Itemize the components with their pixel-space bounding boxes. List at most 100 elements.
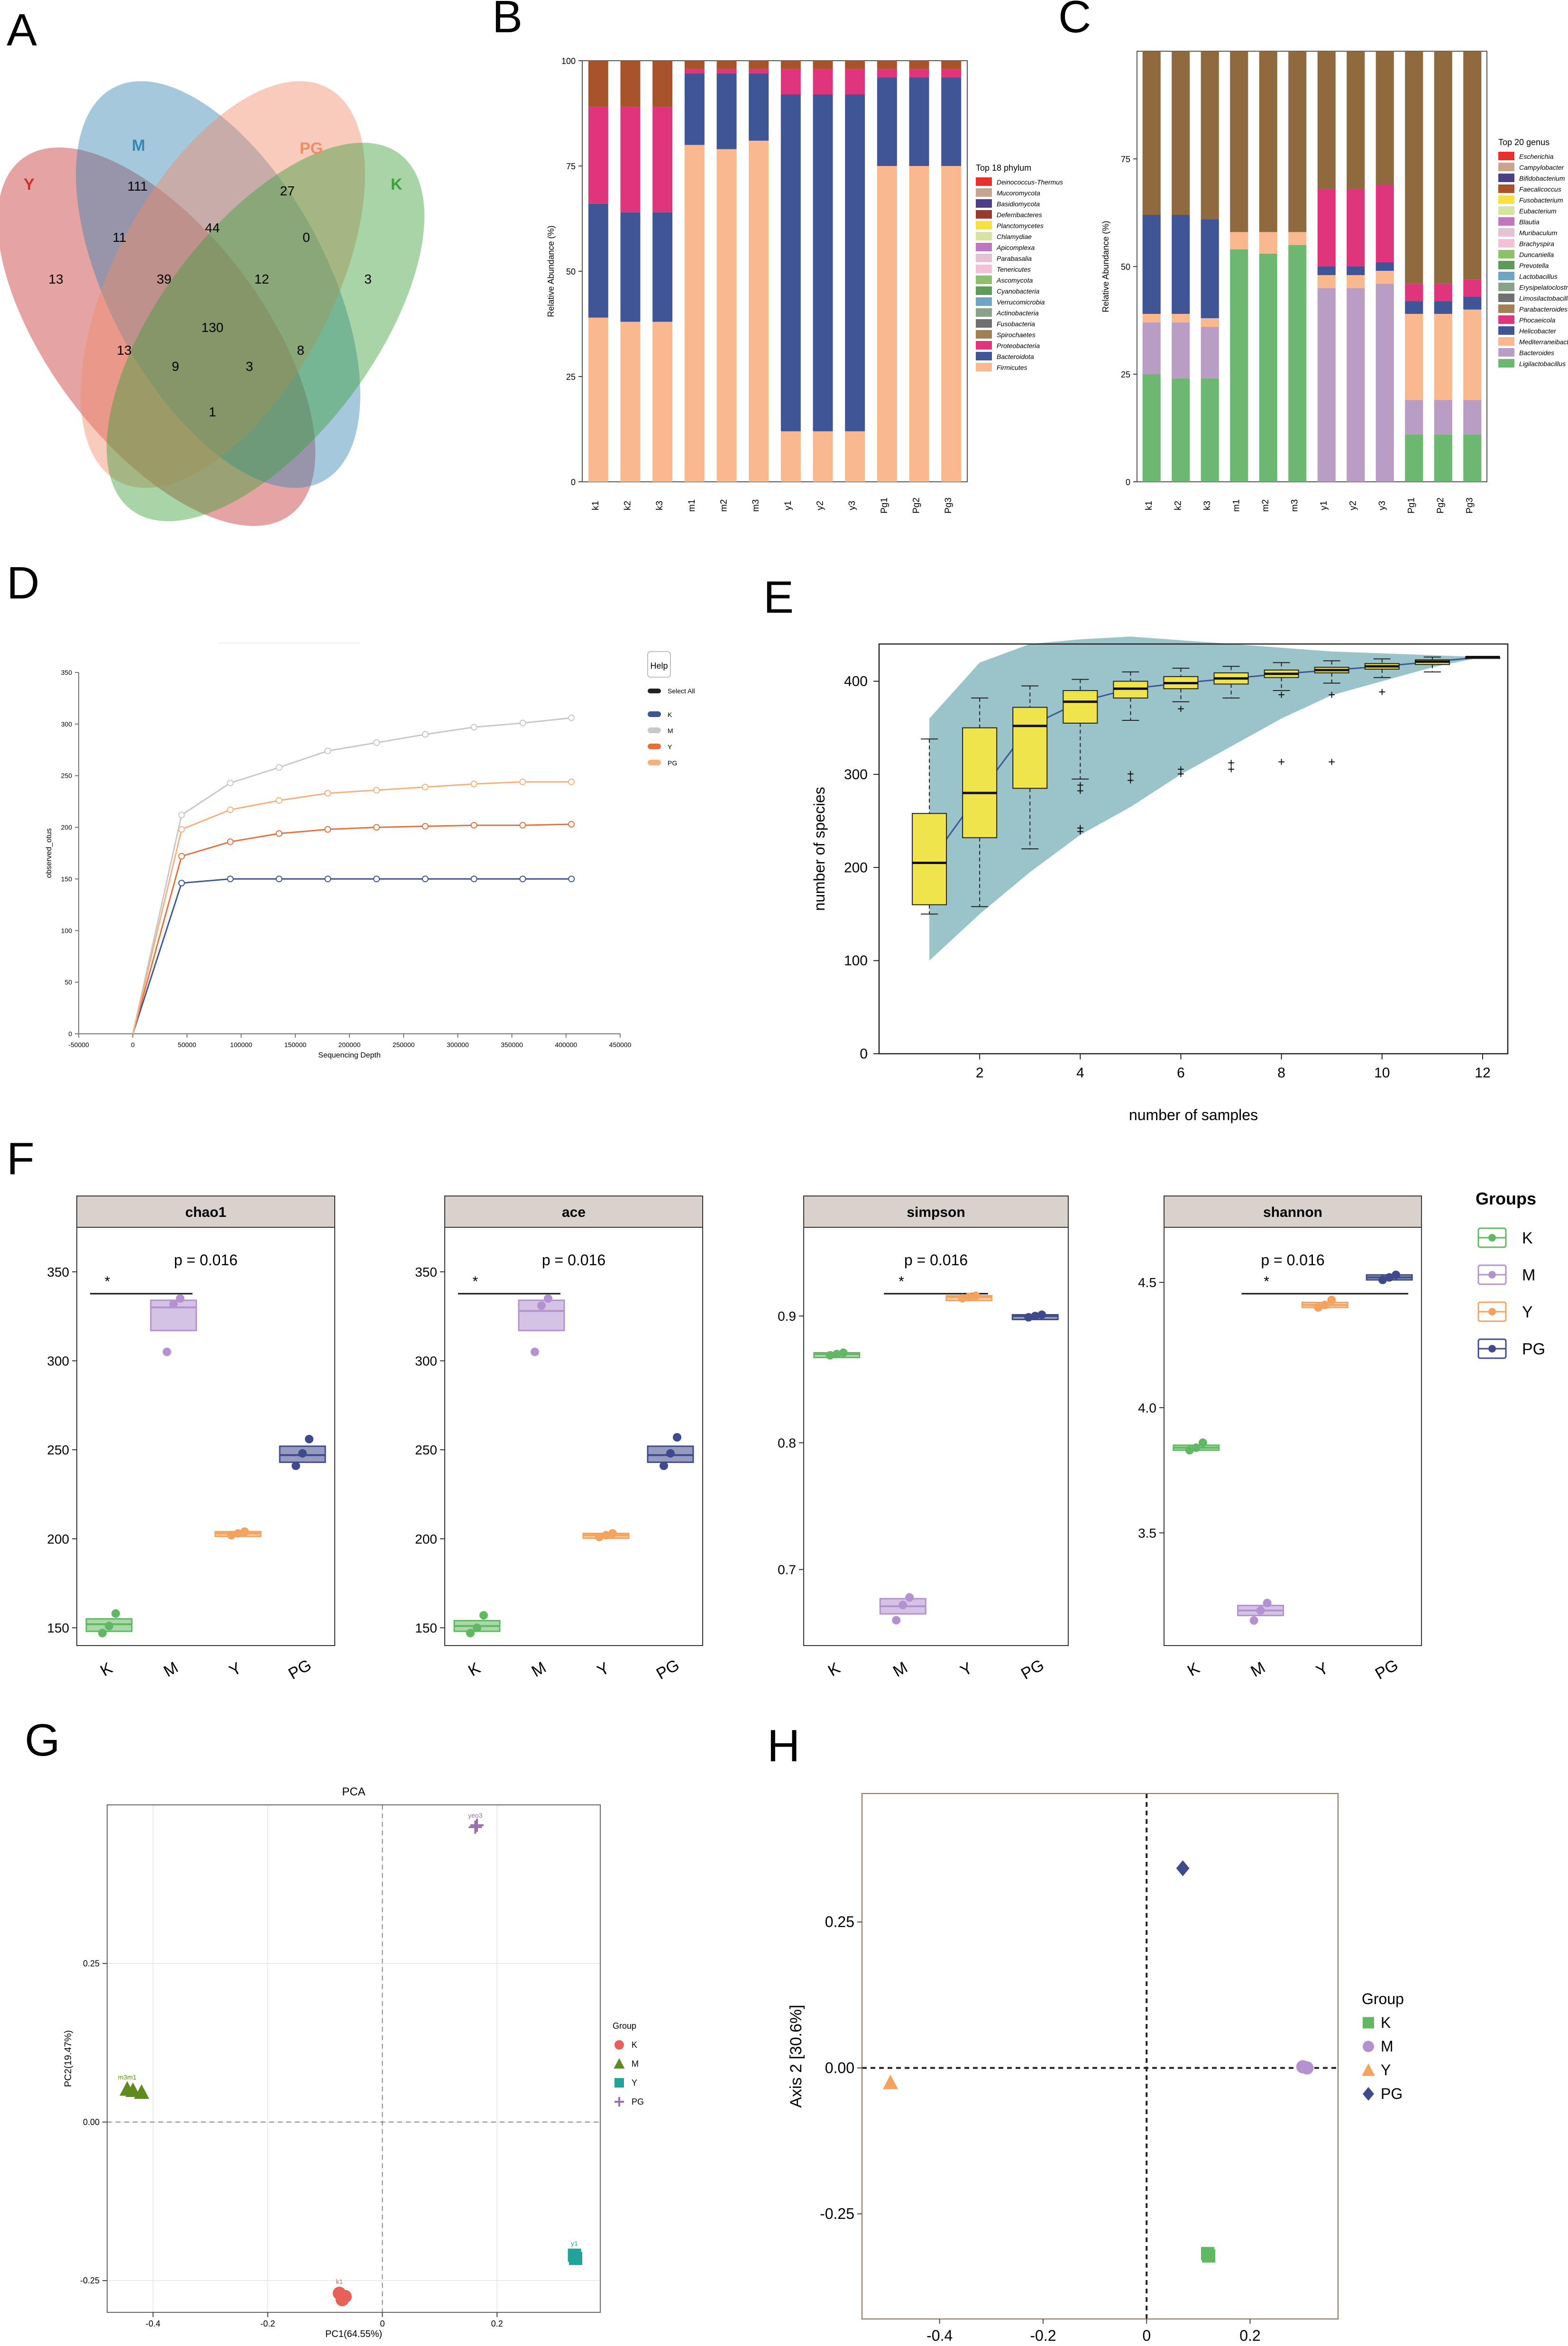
bar-Helicobacter	[1201, 219, 1219, 318]
series-line-Y	[132, 823, 572, 1034]
x-tick-label: y2	[816, 501, 825, 510]
bar-Proteobacteria	[941, 69, 962, 78]
legend-swatch	[976, 276, 992, 284]
venn-count: 0	[303, 230, 310, 245]
data-point	[1314, 1303, 1323, 1312]
data-point	[1024, 1313, 1033, 1322]
venn-count: 11	[112, 230, 126, 245]
point-M	[134, 2084, 149, 2099]
legend-swatch	[1498, 217, 1514, 226]
y-tick-label: 50	[566, 267, 576, 276]
bar-Firmicutes	[588, 317, 608, 482]
x-tick-label: y2	[1348, 501, 1358, 510]
bar-Mediterraneibacter	[1317, 275, 1336, 288]
bar-Others	[620, 61, 641, 107]
venn-set-K	[106, 142, 425, 522]
x-tick-label: Pg1	[880, 497, 889, 514]
x-tick-label: Pg3	[1465, 497, 1475, 514]
y-tick-label: 150	[61, 875, 73, 883]
box	[912, 813, 947, 905]
series-line-PG	[132, 781, 572, 1034]
legend-item: Lactobacillus	[1519, 273, 1558, 280]
venn-count: 12	[254, 272, 269, 286]
legend-swatch	[1498, 195, 1514, 204]
data-point	[1378, 1275, 1387, 1284]
legend-item: Muribaculum	[1519, 229, 1557, 237]
bar-Others	[1201, 51, 1219, 220]
x-tick-label: y1	[783, 501, 793, 510]
data-point	[1385, 1273, 1394, 1282]
y-tick-label: 350	[415, 1265, 437, 1279]
venn-set-PG	[81, 81, 365, 488]
legend-item: Phocaeicola	[1519, 316, 1555, 324]
y-tick-label: 0.7	[778, 1563, 796, 1577]
x-tick-label: Pg2	[1436, 497, 1446, 514]
series-point	[324, 826, 331, 833]
legend-swatch-dot	[1488, 1308, 1496, 1316]
legend-swatch	[1498, 239, 1514, 248]
x-tick-label: 10	[1374, 1065, 1390, 1081]
x-tick-label: 8	[1277, 1065, 1285, 1081]
y-tick-label: -0.25	[820, 2205, 854, 2222]
bar-Others	[941, 61, 962, 69]
bar-Helicobacter	[1347, 267, 1365, 276]
data-point	[839, 1348, 848, 1357]
series-point	[324, 747, 331, 754]
x-tick-label: -0.2	[260, 2319, 275, 2328]
bar-Others	[1317, 51, 1336, 189]
legend-swatch-dot	[1488, 1271, 1496, 1279]
x-tick-label: PG	[285, 1656, 315, 1683]
bar-Mediterraneibacter	[1142, 313, 1161, 323]
point-M	[125, 2082, 141, 2097]
legend-swatch	[648, 744, 661, 749]
data-point	[105, 1621, 113, 1630]
y-tick-label: 25	[566, 372, 576, 382]
legend-title: Top 20 genus	[1498, 138, 1550, 147]
bar-Phocaeicola	[1317, 189, 1336, 267]
bar-Proteobacteria	[845, 69, 865, 95]
legend-swatch	[648, 727, 661, 733]
bar-Phocaeicola	[1463, 279, 1482, 297]
outlier: +	[1228, 755, 1235, 770]
bar-Others	[684, 61, 705, 69]
x-tick-label: y3	[1377, 501, 1387, 510]
legend-swatch	[1498, 206, 1514, 215]
help-label: Help	[650, 661, 668, 671]
x-tick-label: -50000	[68, 1041, 89, 1049]
legend-item: Basidiomycota	[997, 200, 1040, 208]
bar-Bacteroides	[1142, 322, 1161, 374]
bar-Mediterraneibacter	[1172, 313, 1190, 323]
bar-Helicobacter	[1434, 301, 1452, 314]
y-tick-label: 50	[1121, 262, 1130, 272]
legend-swatch-dot	[1488, 1345, 1496, 1352]
legend-item: Erysipelatoclostridium	[1519, 284, 1568, 291]
bar-Helicobacter	[1317, 267, 1336, 276]
x-tick-label: 0.2	[1239, 2327, 1260, 2344]
x-tick-label: 50000	[178, 1041, 196, 1049]
legend-swatch	[976, 199, 992, 208]
p-value: p = 0.016	[1261, 1251, 1324, 1269]
bar-Firmicutes	[845, 431, 865, 482]
legend-swatch	[976, 341, 992, 350]
x-tick-label: M	[529, 1658, 550, 1681]
legend-item: Helicobacter	[1519, 327, 1557, 335]
legend-swatch	[1362, 2063, 1375, 2076]
x-tick-label: -0.4	[926, 2327, 953, 2344]
bar-Phocaeicola	[1347, 189, 1365, 267]
bar-Phocaeicola	[1375, 184, 1394, 262]
legend-swatch	[1498, 283, 1514, 291]
legend-swatch	[1498, 348, 1514, 357]
x-tick-label: Pg3	[944, 497, 954, 514]
x-axis-label: number of samples	[1129, 1106, 1258, 1123]
legend-item: Tenericutes	[997, 266, 1031, 273]
y-tick-label: 50	[64, 978, 72, 986]
bar-Bacteroides	[1463, 400, 1482, 435]
data-point	[98, 1628, 107, 1638]
bar-Firmicutes	[684, 145, 705, 482]
bar-Proteobacteria	[813, 69, 833, 95]
x-tick-label: 0	[380, 2319, 385, 2328]
y-axis-label: PC2(19.47%)	[63, 2030, 73, 2087]
bar-Ligilactobacillus	[1142, 374, 1161, 482]
bar-Proteobacteria	[620, 107, 641, 212]
data-point	[892, 1616, 901, 1625]
